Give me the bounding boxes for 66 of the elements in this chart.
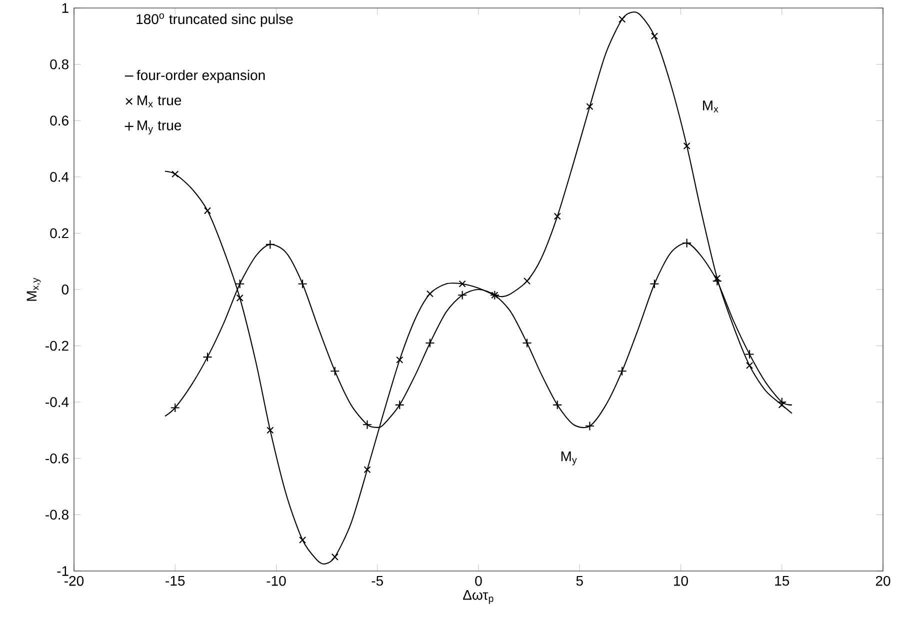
chart-title: 180$^{o}$ truncated sinc pulse <box>136 13 293 27</box>
y-tick-label: -1 <box>57 566 68 576</box>
y-tick-label: 0.8 <box>50 59 68 70</box>
point <box>746 362 754 370</box>
point <box>425 338 435 348</box>
point <box>552 400 562 410</box>
x-tick-label: -10 <box>266 576 286 586</box>
y-tick-label: -0.2 <box>46 340 68 351</box>
legend-label: M$_{y}$ true <box>138 120 182 134</box>
point <box>331 553 338 560</box>
point <box>394 400 404 410</box>
x-tick-label: 0 <box>475 576 482 586</box>
x-tick-label: 20 <box>876 576 890 586</box>
legend-label: four-order expansion <box>136 70 265 83</box>
point <box>204 207 212 214</box>
point <box>266 426 274 434</box>
legend-label: M$_{x}$ true <box>138 95 182 108</box>
point <box>618 16 626 23</box>
x-axis-title: Δωτ$_{p}$ <box>463 590 494 604</box>
point <box>298 279 308 289</box>
point <box>458 280 466 288</box>
point <box>682 238 692 248</box>
y-tick-label: -0.6 <box>46 453 68 464</box>
point <box>235 279 245 289</box>
point <box>172 170 179 178</box>
point <box>778 401 786 408</box>
point <box>777 397 787 407</box>
point <box>458 290 468 300</box>
y-tick-label: 0 <box>62 284 69 294</box>
point <box>584 421 595 431</box>
point <box>170 402 180 413</box>
x-tick-label: -5 <box>372 576 384 586</box>
point <box>586 102 594 110</box>
y-tick-label: 0.2 <box>50 228 68 238</box>
point <box>236 294 244 302</box>
annotation: M$_{y}$ <box>561 451 577 466</box>
point <box>522 338 532 348</box>
y-tick-label: 0.4 <box>50 172 69 182</box>
point <box>712 276 722 286</box>
x-tick-label: -15 <box>166 576 185 586</box>
x-tick-label: -20 <box>64 576 84 586</box>
point <box>617 366 627 376</box>
x-tick-label: 15 <box>775 576 790 586</box>
y-tick-label: 1 <box>62 3 68 13</box>
point <box>744 349 754 360</box>
y-tick-label: 0.6 <box>50 116 68 126</box>
point <box>298 536 306 544</box>
y-tick-label: -0.4 <box>46 397 69 408</box>
point <box>650 279 660 289</box>
x-tick-label: 5 <box>576 576 583 586</box>
point <box>362 420 372 430</box>
point <box>714 274 721 282</box>
point <box>554 212 561 220</box>
point <box>683 142 690 150</box>
point <box>523 278 531 285</box>
point <box>364 466 371 474</box>
point <box>426 290 434 298</box>
point <box>650 32 658 40</box>
y-tick-label: -0.8 <box>46 510 68 520</box>
annotation: M$_{x}$ <box>703 100 718 112</box>
point <box>330 366 340 376</box>
x-tick-label: 10 <box>674 576 688 586</box>
point <box>265 240 275 250</box>
y-axis-title: M$_{x,y}$ <box>26 278 41 301</box>
point <box>202 352 212 362</box>
point <box>396 356 404 364</box>
